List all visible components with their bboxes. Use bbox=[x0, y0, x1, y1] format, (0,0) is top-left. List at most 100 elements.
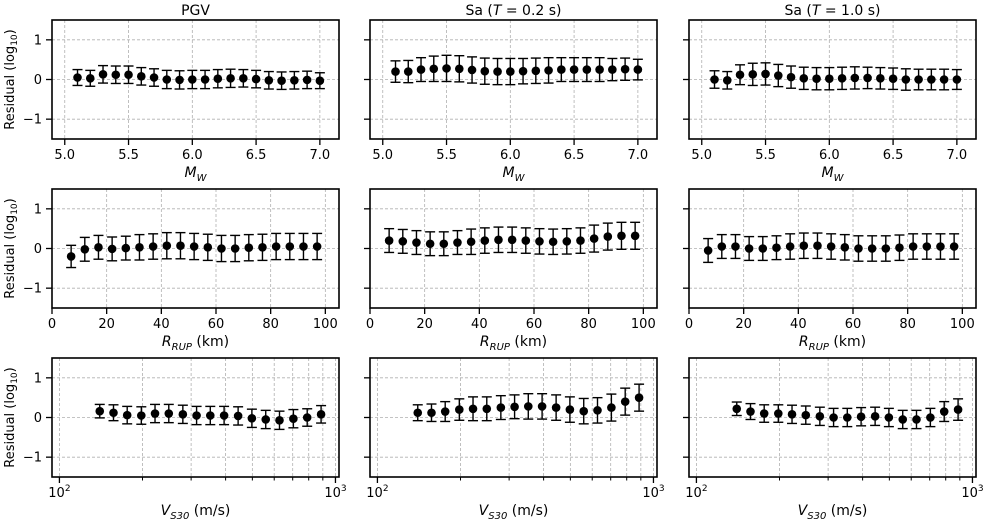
y-tick-label: −1 bbox=[23, 451, 42, 466]
data-point bbox=[164, 409, 174, 418]
data-point bbox=[188, 75, 197, 84]
x-axis-label: RRUP (km) bbox=[480, 334, 547, 353]
data-point bbox=[801, 410, 811, 420]
data-point bbox=[837, 74, 847, 83]
data-point bbox=[829, 413, 838, 422]
x-tick-label: 6.0 bbox=[500, 148, 521, 163]
x-tick-label: 102 bbox=[48, 484, 70, 501]
data-point bbox=[403, 67, 413, 76]
x-tick-label: 7.0 bbox=[947, 148, 968, 163]
x-tick-label: 60 bbox=[526, 317, 543, 332]
data-point bbox=[535, 237, 544, 246]
grid bbox=[369, 189, 657, 308]
y-axis-label: Residual (log10) bbox=[3, 367, 20, 467]
data-point bbox=[620, 397, 630, 406]
data-point bbox=[773, 71, 783, 80]
panel-title: PGV bbox=[181, 3, 210, 19]
data-point bbox=[922, 242, 932, 251]
data-point bbox=[136, 72, 146, 81]
axes-frame bbox=[369, 19, 658, 140]
y-tick-label: 1 bbox=[34, 33, 42, 48]
data-point bbox=[914, 75, 923, 84]
axes-frame bbox=[369, 357, 658, 478]
data-point bbox=[710, 75, 719, 84]
data-point bbox=[148, 242, 158, 251]
data-point bbox=[744, 244, 754, 253]
data-point bbox=[251, 74, 261, 84]
data-point bbox=[271, 242, 281, 251]
x-axis-label: RRUP (km) bbox=[799, 334, 866, 353]
x-tick-label: 102 bbox=[685, 484, 707, 501]
x-axis-label: MW bbox=[185, 165, 208, 184]
data-point bbox=[799, 241, 809, 251]
x-tick-label: 40 bbox=[471, 317, 488, 332]
data-point bbox=[302, 75, 312, 85]
data-point bbox=[162, 75, 172, 84]
x-tick-label: 6.0 bbox=[819, 148, 840, 163]
data-point bbox=[565, 405, 575, 414]
data-point bbox=[416, 65, 426, 74]
y-tick-label: 1 bbox=[34, 202, 42, 217]
data-point bbox=[936, 242, 945, 251]
data-point bbox=[205, 411, 215, 420]
data-point bbox=[239, 74, 248, 83]
data-point bbox=[73, 73, 82, 82]
data-point bbox=[189, 242, 199, 251]
data-point bbox=[264, 75, 274, 85]
panel-9: 102 103 VS30 (m/s) bbox=[683, 357, 984, 522]
x-tick-label: 6.5 bbox=[246, 148, 267, 163]
data-point bbox=[467, 65, 477, 75]
data-point bbox=[493, 67, 502, 76]
y-tick-label: −1 bbox=[23, 282, 42, 297]
data-point bbox=[494, 235, 503, 245]
panel-5: 0 20 40 60 80 100 RRUP (km) bbox=[364, 188, 658, 353]
data-point bbox=[717, 242, 727, 251]
data-point bbox=[468, 404, 478, 414]
data-point bbox=[813, 241, 822, 251]
x-tick-label: 100 bbox=[950, 317, 975, 332]
grid bbox=[370, 358, 657, 477]
x-tick-label: 103 bbox=[642, 484, 664, 501]
data-point bbox=[137, 411, 146, 420]
data-point bbox=[482, 404, 492, 414]
data-point bbox=[908, 242, 918, 251]
data-point bbox=[842, 413, 852, 422]
data-point bbox=[603, 232, 613, 241]
data-point bbox=[413, 408, 423, 418]
data-point bbox=[98, 70, 108, 79]
data-point bbox=[630, 231, 640, 241]
data-point bbox=[124, 70, 133, 80]
x-tick-label: 0 bbox=[366, 317, 374, 332]
data-point bbox=[912, 415, 921, 424]
data-point bbox=[384, 236, 394, 245]
data-point bbox=[758, 244, 768, 253]
grid bbox=[52, 20, 339, 139]
data-point bbox=[454, 64, 464, 74]
x-tick-label: 80 bbox=[580, 317, 597, 332]
data-point bbox=[949, 242, 959, 251]
data-point bbox=[162, 241, 172, 251]
data-point bbox=[856, 412, 866, 422]
data-point bbox=[85, 74, 95, 83]
y-tick-label: 0 bbox=[34, 73, 42, 88]
data-point bbox=[761, 69, 770, 79]
x-tick-label: 80 bbox=[899, 317, 916, 332]
data-series bbox=[731, 398, 964, 430]
data-point bbox=[735, 70, 745, 80]
data-point bbox=[888, 74, 898, 84]
x-axis-label: MW bbox=[503, 165, 526, 184]
grid bbox=[370, 20, 657, 139]
data-point bbox=[80, 244, 90, 254]
data-point bbox=[299, 242, 308, 251]
data-point bbox=[927, 75, 936, 84]
x-axis-label: VS30 (m/s) bbox=[798, 503, 868, 522]
data-point bbox=[178, 410, 188, 419]
data-point bbox=[608, 65, 617, 74]
data-point bbox=[219, 411, 229, 420]
x-tick-label: 5.5 bbox=[118, 148, 139, 163]
data-point bbox=[774, 409, 783, 418]
x-tick-label: 20 bbox=[416, 317, 433, 332]
data-point bbox=[439, 239, 449, 249]
y-tick-label: 1 bbox=[34, 371, 42, 386]
panel-2: 5.0 5.5 6.0 6.5 7.0 Sa (T = 0.2 s) MW bbox=[364, 3, 658, 184]
